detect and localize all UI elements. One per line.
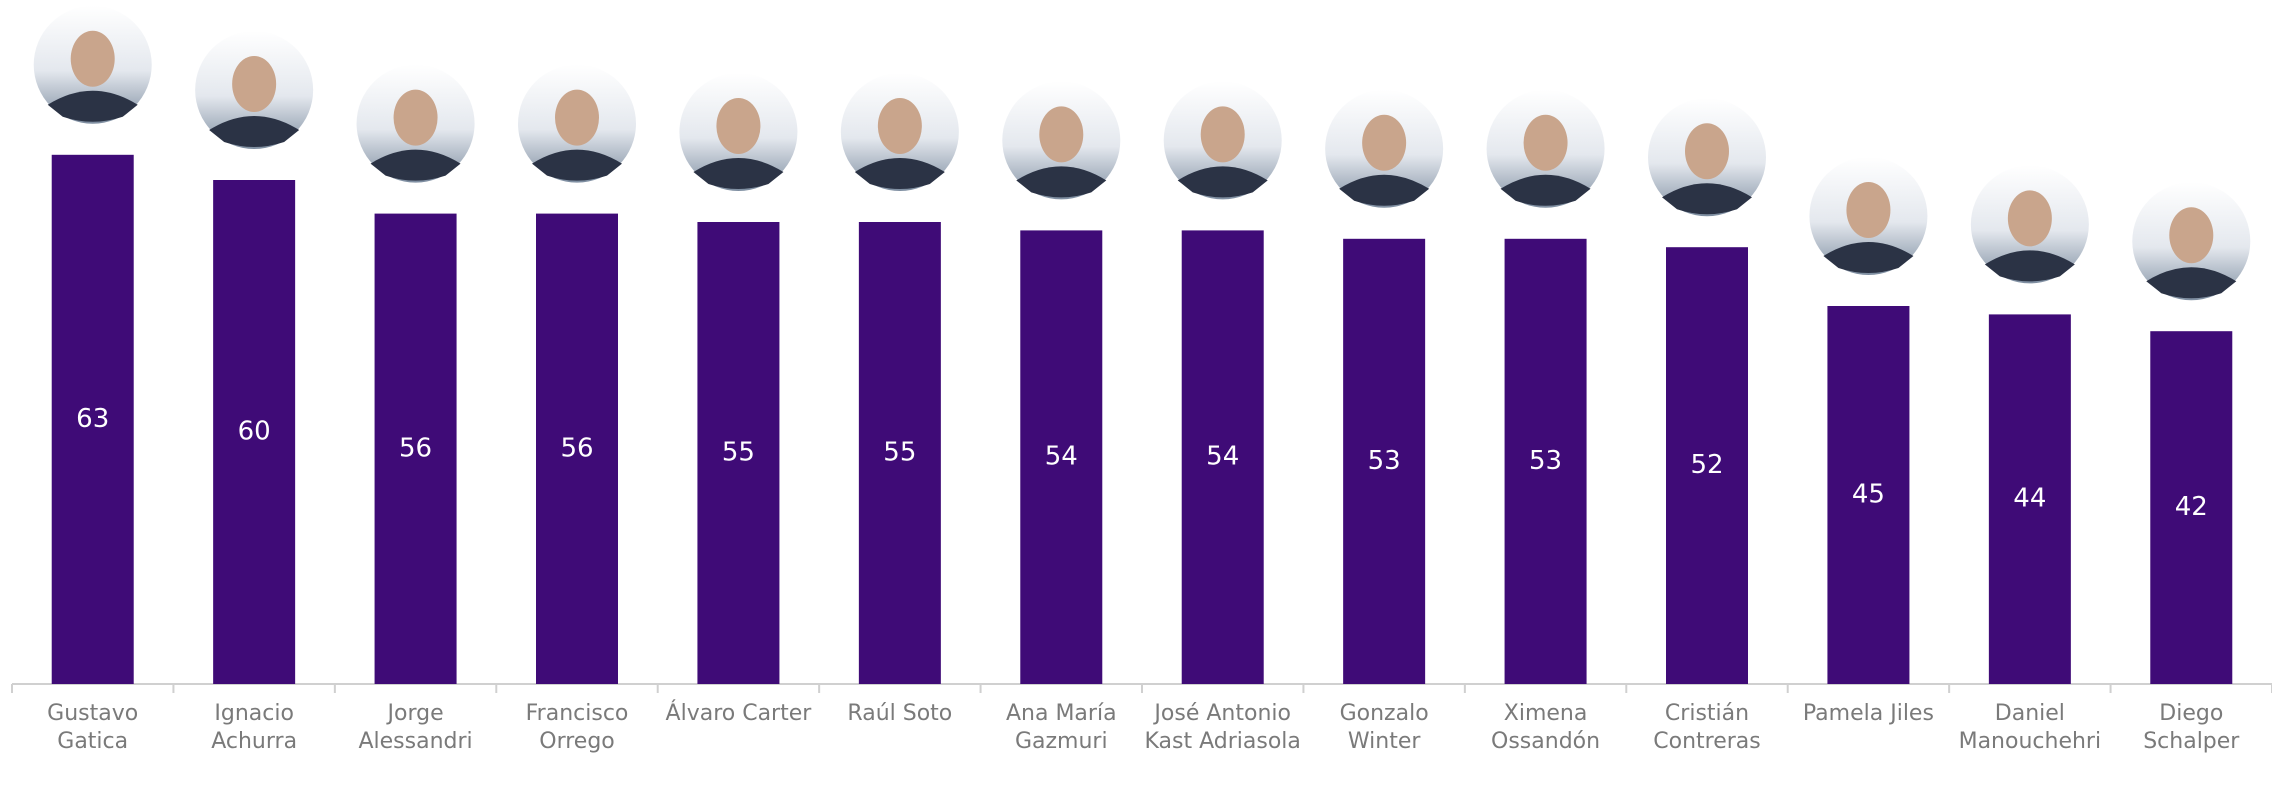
bar	[1504, 238, 1587, 685]
photo-shoulders	[370, 149, 461, 181]
bar	[1827, 306, 1910, 684]
x-tick-label: Cristián Contreras	[1653, 701, 1761, 754]
photo-shoulders	[1177, 166, 1268, 198]
x-tick-label: Pamela Jiles	[1802, 701, 1934, 726]
photo-head	[393, 89, 438, 146]
bar	[536, 213, 618, 684]
x-tick-label: Gonzalo Winter	[1339, 701, 1429, 754]
value-label: 44	[2013, 484, 2046, 514]
photo-head	[877, 98, 922, 154]
photo-head	[70, 30, 115, 87]
bar	[1343, 238, 1426, 685]
value-label: 42	[2175, 492, 2208, 522]
photo-shoulders	[47, 90, 138, 122]
photo-head	[1523, 114, 1568, 171]
photo-head	[2007, 190, 2052, 247]
photo-head	[1039, 106, 1084, 163]
bar	[858, 222, 941, 684]
value-label: 54	[1045, 442, 1078, 472]
photo-shoulders	[532, 149, 622, 181]
photo-head	[232, 56, 277, 112]
bar	[697, 222, 780, 684]
photo-shoulders	[854, 158, 945, 189]
bar	[213, 180, 296, 684]
photo-shoulders	[1016, 166, 1107, 198]
photo-head	[1362, 114, 1407, 171]
photo-head	[1685, 123, 1729, 180]
x-tick-label: Gustavo Gatica	[47, 701, 139, 754]
value-label: 45	[1852, 480, 1885, 510]
value-label: 56	[399, 433, 432, 463]
value-label: 55	[883, 438, 916, 468]
value-label: 56	[560, 433, 593, 463]
x-tick-label: Raúl Soto	[847, 701, 953, 726]
x-tick-label: José Antonio Kast Adriasola	[1144, 701, 1301, 754]
value-label: 55	[722, 438, 755, 468]
x-tick-label: Jorge Alessandri	[358, 701, 473, 754]
photo-head	[716, 98, 761, 154]
photo-head	[555, 89, 599, 146]
x-tick-label: Ximena Ossandón	[1491, 701, 1601, 754]
photo-shoulders	[693, 158, 784, 189]
value-label: 53	[1529, 446, 1562, 476]
bar	[51, 154, 134, 685]
photo-shoulders	[1984, 250, 2075, 282]
x-tick-label: Ignacio Achurra	[211, 701, 298, 754]
bar	[2150, 331, 2233, 684]
photo-head	[1846, 182, 1891, 238]
bar	[1020, 230, 1103, 684]
bar	[1988, 314, 2071, 684]
photo-head	[1200, 106, 1245, 163]
photo-shoulders	[1662, 183, 1752, 215]
bar	[1181, 230, 1264, 684]
bar	[374, 213, 457, 684]
value-label: 60	[238, 417, 271, 447]
x-tick-label: Álvaro Carter	[665, 701, 812, 726]
value-label: 52	[1690, 450, 1723, 480]
photo-shoulders	[1339, 174, 1430, 206]
x-tick-label: Francisco Orrego	[525, 701, 629, 754]
x-tick-label: Daniel Manouchehri	[1958, 701, 2102, 754]
x-tick-label: Diego Schalper	[2143, 701, 2240, 754]
value-label: 63	[76, 404, 109, 434]
bar	[1666, 247, 1748, 684]
photo-shoulders	[1500, 174, 1591, 206]
value-label: 53	[1368, 446, 1401, 476]
photo-shoulders	[2146, 267, 2237, 299]
value-label: 54	[1206, 442, 1239, 472]
photo-shoulders	[209, 116, 300, 147]
x-tick-label: Ana María Gazmuri	[1005, 701, 1117, 754]
photo-head	[2169, 207, 2214, 264]
photo-shoulders	[1823, 242, 1914, 273]
